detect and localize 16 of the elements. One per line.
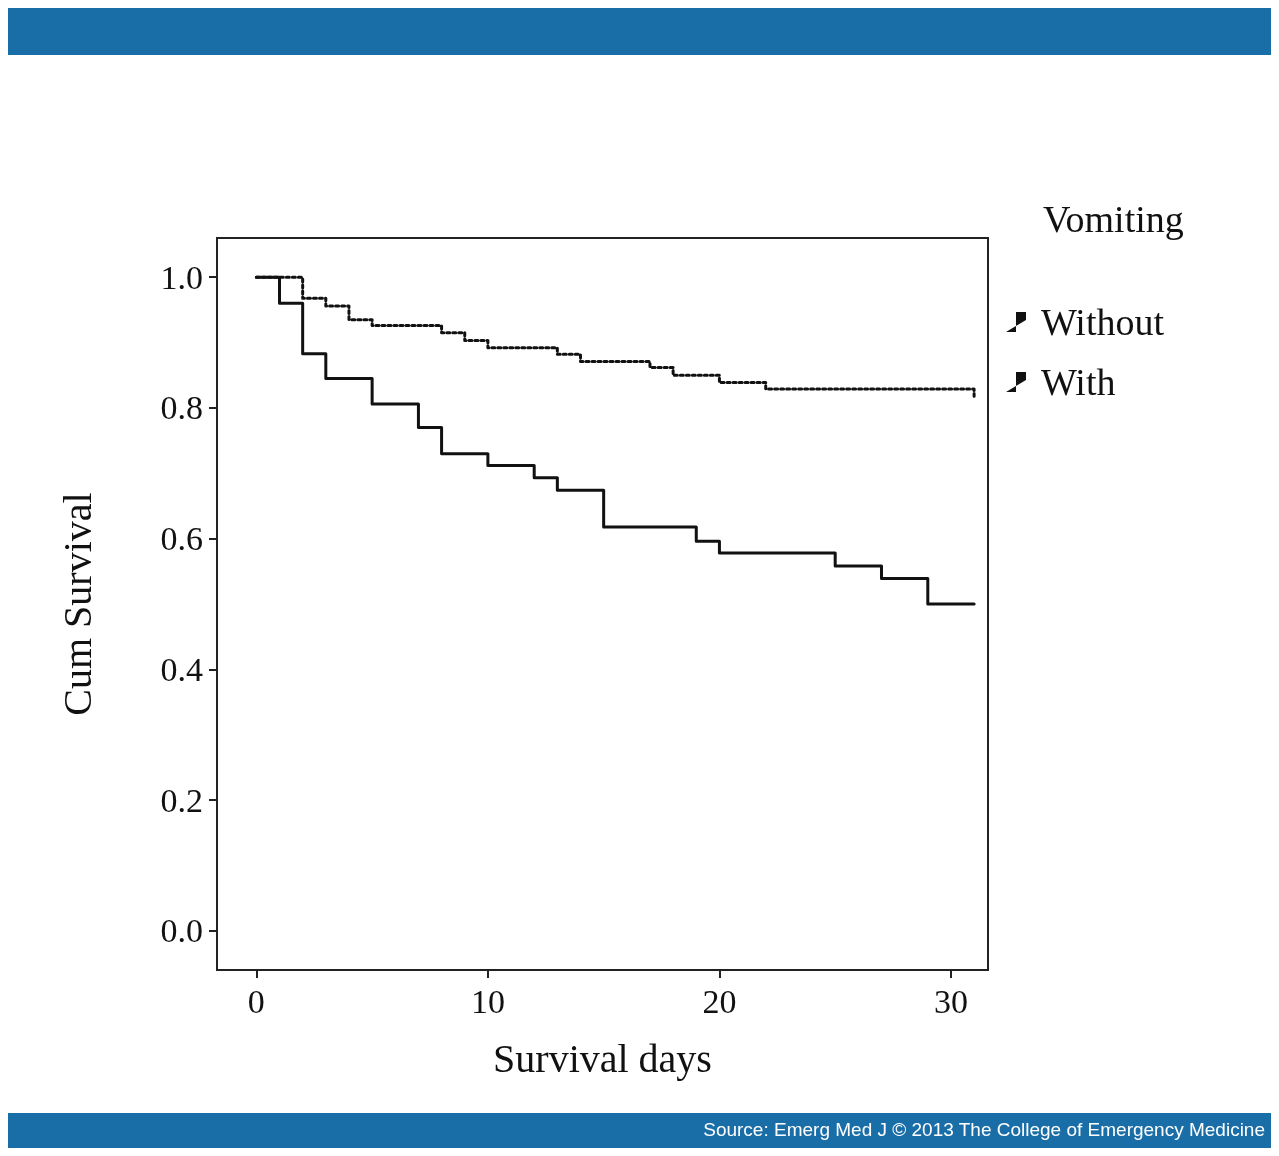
legend-label: With (1041, 361, 1116, 403)
legend-title: Vomiting (1043, 198, 1184, 240)
x-tick-label: 30 (933, 982, 968, 1020)
y-tick-label: 0.8 (160, 389, 203, 427)
y-tick-label: 0.6 (160, 520, 203, 558)
x-tick-label: 0 (247, 982, 265, 1020)
x-tick-label: 20 (702, 982, 737, 1020)
y-tick-label: 0.4 (160, 650, 203, 688)
y-tick-label: 0.0 (160, 912, 203, 950)
y-axis-title: Cum Survival (54, 492, 100, 716)
source-note: Source: Emerg Med J © 2013 The College of Emergency Medicine (703, 1119, 1265, 1140)
x-axis-title: Survival days (493, 1035, 712, 1081)
x-tick-label: 10 (470, 982, 505, 1020)
legend-label: Without (1041, 301, 1165, 343)
y-tick-label: 1.0 (160, 258, 203, 296)
y-tick-label: 0.2 (160, 781, 203, 819)
